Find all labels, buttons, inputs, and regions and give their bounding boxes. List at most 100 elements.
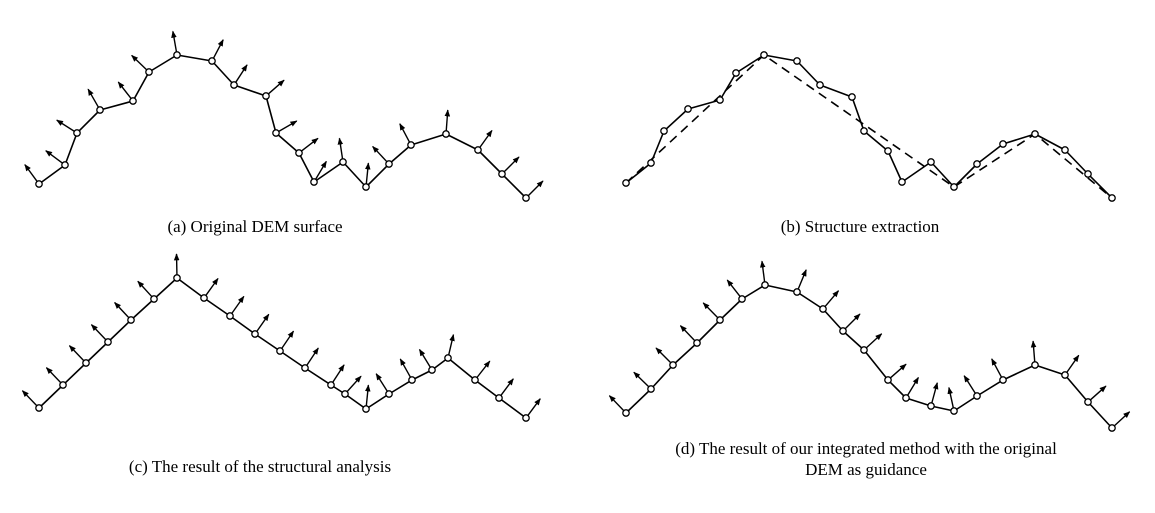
surface-point — [495, 394, 503, 402]
normal-arrow — [87, 88, 99, 108]
normal-arrow — [1030, 340, 1037, 362]
normal-arrow — [68, 345, 85, 361]
surface-point — [848, 93, 856, 101]
normal-arrow — [479, 129, 493, 148]
normal-arrow — [114, 301, 130, 318]
surface-point — [622, 409, 630, 417]
surface-point — [471, 376, 479, 384]
normal-arrow — [375, 373, 388, 392]
normal-arrow — [399, 123, 410, 143]
surface-point — [408, 376, 416, 384]
normal-arrow — [444, 109, 451, 131]
normal-arrow — [256, 313, 270, 332]
surface-point — [1084, 170, 1092, 178]
surface-point — [327, 381, 335, 389]
normal-arrow — [824, 290, 840, 307]
normal-arrow — [171, 30, 178, 52]
normal-arrow — [1066, 354, 1080, 373]
normal-arrow — [1114, 411, 1131, 427]
surface-point — [839, 327, 847, 335]
surface-point — [716, 96, 724, 104]
normal-arrow — [332, 364, 345, 383]
surface-point — [341, 390, 349, 398]
surface-point — [362, 183, 370, 191]
surface-point — [230, 81, 238, 89]
normal-arrow — [213, 39, 224, 59]
surface-point — [127, 316, 135, 324]
normal-arrow — [963, 375, 976, 394]
surface-point — [732, 69, 740, 77]
surface-point — [760, 51, 768, 59]
surface-point — [693, 339, 701, 347]
surface-point — [104, 338, 112, 346]
surface-point — [339, 158, 347, 166]
normal-arrow — [726, 279, 741, 297]
surface-point — [59, 381, 67, 389]
normal-arrow — [278, 120, 298, 132]
surface-profile — [38, 277, 527, 419]
surface-point — [660, 127, 668, 135]
surface-point — [884, 376, 892, 384]
surface-point — [738, 295, 746, 303]
surface-point — [973, 160, 981, 168]
surface-point — [362, 405, 370, 413]
surface-point — [761, 281, 769, 289]
normal-arrow — [56, 119, 75, 132]
normal-arrow — [991, 358, 1002, 378]
normal-arrow — [315, 160, 327, 180]
surface-point — [35, 180, 43, 188]
normal-arrow — [890, 363, 907, 379]
normal-arrow — [337, 137, 344, 159]
surface-profile — [625, 54, 1113, 199]
surface-point — [884, 147, 892, 155]
surface-point — [927, 158, 935, 166]
panel-b-structure-extraction — [622, 51, 1116, 202]
normal-arrow — [907, 376, 920, 396]
surface-point — [793, 57, 801, 65]
surface-point — [1061, 371, 1069, 379]
surface-point — [301, 364, 309, 372]
surface-point — [684, 105, 692, 113]
normal-arrow — [117, 81, 132, 99]
surface-point — [522, 414, 530, 422]
normal-arrow — [500, 378, 514, 396]
normal-arrow — [45, 367, 62, 383]
surface-point — [145, 68, 153, 76]
surface-point — [61, 161, 69, 169]
surface-point — [522, 194, 530, 202]
normal-arrow — [633, 371, 649, 388]
surface-point — [73, 129, 81, 137]
surface-point — [272, 129, 280, 137]
normal-arrow — [372, 145, 388, 162]
surface-point — [1108, 424, 1116, 432]
surface-point — [474, 146, 482, 154]
normal-arrow — [301, 137, 319, 152]
surface-point — [1061, 146, 1069, 154]
surface-point — [200, 294, 208, 302]
surface-point — [1031, 361, 1039, 369]
normal-arrow — [931, 382, 939, 403]
surface-point — [498, 170, 506, 178]
normal-arrow — [1090, 385, 1107, 401]
normal-arrow — [476, 360, 491, 378]
normal-arrow — [418, 348, 431, 368]
surface-point — [428, 366, 436, 374]
surface-point — [819, 305, 827, 313]
surface-point — [793, 288, 801, 296]
normal-arrow — [205, 277, 219, 296]
surface-point — [173, 274, 181, 282]
panel-d-integrated-method — [608, 260, 1131, 432]
surface-point — [1031, 130, 1039, 138]
surface-point — [973, 392, 981, 400]
normal-arrow — [306, 347, 319, 366]
surface-point — [310, 178, 318, 186]
surface-point — [999, 140, 1007, 148]
normal-arrow — [759, 260, 766, 282]
surface-point — [226, 312, 234, 320]
surface-point — [82, 359, 90, 367]
caption-c: (c) The result of the structural analysi… — [128, 457, 392, 476]
normal-arrow — [24, 164, 38, 182]
normal-arrow — [231, 295, 245, 314]
normal-arrow — [21, 390, 38, 406]
surface-point — [927, 402, 935, 410]
